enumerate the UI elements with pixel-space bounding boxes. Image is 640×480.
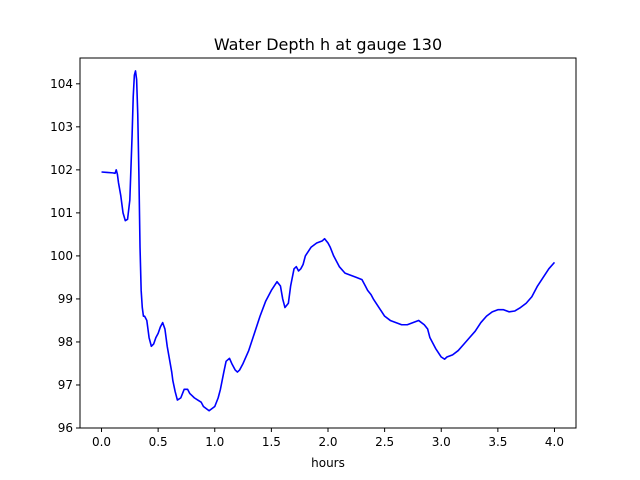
x-tick-label: 3.0 [432, 435, 451, 449]
x-axis-label: hours [311, 456, 345, 470]
y-tick-label: 101 [50, 206, 73, 220]
series-line [101, 70, 556, 412]
x-tick-label: 3.5 [488, 435, 507, 449]
x-tick-label: 0.5 [149, 435, 168, 449]
x-tick-label: 4.0 [545, 435, 564, 449]
x-tick-label: 1.5 [262, 435, 281, 449]
y-tick-label: 97 [58, 378, 73, 392]
x-tick-label: 1.0 [205, 435, 224, 449]
y-axis: 96 97 98 99 100 101 102 103 104 [50, 77, 80, 435]
y-tick-label: 98 [58, 335, 73, 349]
x-tick-label: 2.0 [318, 435, 337, 449]
y-tick-label: 104 [50, 77, 73, 91]
x-tick-label: 0.0 [92, 435, 111, 449]
chart-title: Water Depth h at gauge 130 [214, 35, 442, 54]
x-axis: 0.0 0.5 1.0 1.5 2.0 2.5 3.0 3.5 4.0 [92, 428, 564, 449]
x-tick-label: 2.5 [375, 435, 394, 449]
y-tick-label: 96 [58, 421, 73, 435]
y-tick-label: 99 [58, 292, 73, 306]
y-tick-label: 103 [50, 120, 73, 134]
y-tick-label: 102 [50, 163, 73, 177]
y-tick-label: 100 [50, 249, 73, 263]
